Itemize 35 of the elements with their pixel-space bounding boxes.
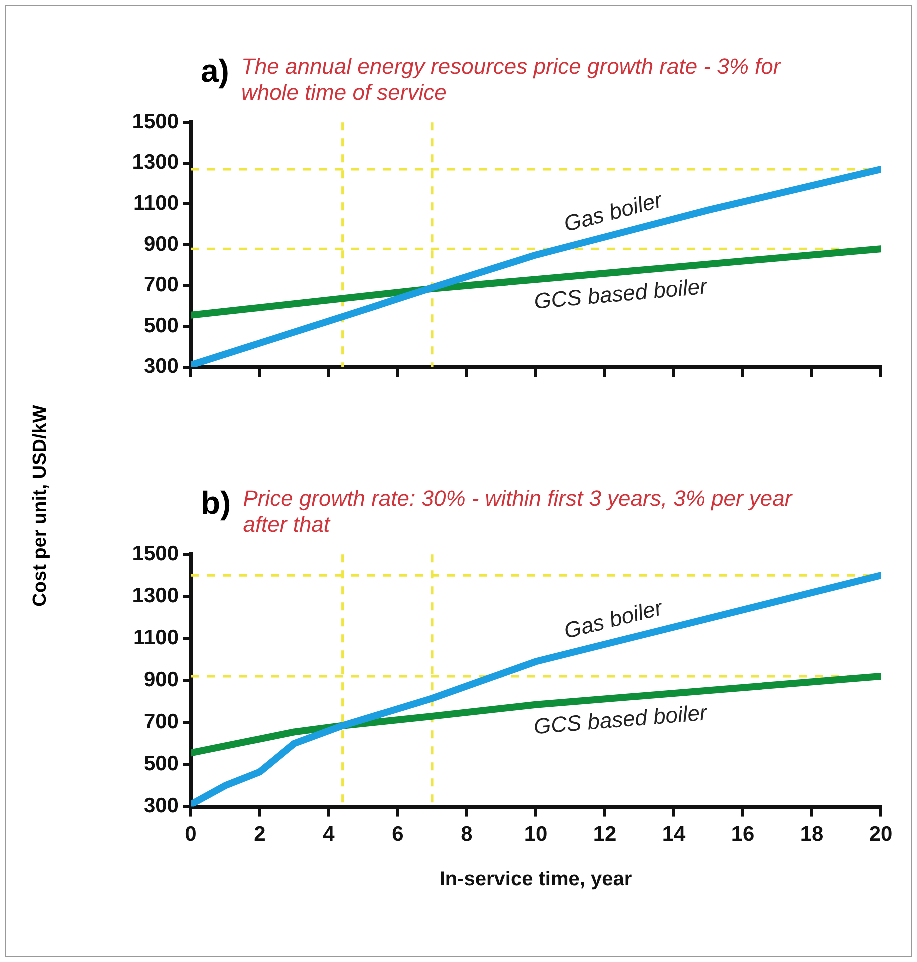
series-label: GCS based boiler	[533, 700, 710, 740]
x-tick-label: 0	[185, 823, 197, 846]
text: Gas boiler	[562, 594, 667, 644]
y-tick-label: 700	[144, 274, 179, 297]
chart-title: b)	[201, 485, 232, 521]
x-tick-label: 12	[593, 823, 617, 846]
x-tick-label: 18	[800, 823, 824, 846]
y-tick-label: 500	[144, 752, 179, 776]
x-tick-label: 6	[392, 823, 404, 846]
y-tick-label: 900	[144, 668, 179, 692]
x-tick-label: 14	[662, 823, 686, 846]
y-tick-label: 700	[144, 710, 179, 734]
y-tick-label: 1100	[133, 192, 179, 215]
x-tick-label: 20	[869, 823, 893, 846]
text: Gas boiler	[561, 186, 666, 237]
chart-subtitle: The annual energy resources price growth rate - 3% for whole time of service	[241, 54, 782, 106]
y-tick-label: 1500	[132, 542, 179, 566]
y-tick-label: 1300	[132, 584, 179, 608]
chart-title: a)	[201, 53, 230, 89]
y-tick-label: 1500	[132, 110, 179, 134]
x-tick-label: 10	[524, 823, 548, 846]
x-axis-title: In-service time, year	[440, 868, 632, 891]
x-tick-label: 16	[731, 823, 755, 846]
y-tick-label: 1100	[133, 626, 179, 650]
text: GCS based boiler	[533, 274, 710, 314]
y-axis-title: Cost per unit, USD/kW	[30, 405, 52, 607]
y-tick-label: 900	[144, 232, 179, 256]
x-tick-label: 8	[461, 823, 474, 846]
chart-subtitle: Price growth rate: 30% - within first 3 years, 3% per year after that	[243, 486, 794, 538]
y-tick-label: 300	[144, 794, 179, 818]
x-tick-label: 2	[254, 823, 266, 846]
x-tick-label: 4	[323, 823, 336, 846]
y-tick-label: 1300	[132, 151, 179, 174]
y-tick-label: 300	[144, 355, 179, 378]
y-tick-label: 500	[144, 314, 179, 338]
